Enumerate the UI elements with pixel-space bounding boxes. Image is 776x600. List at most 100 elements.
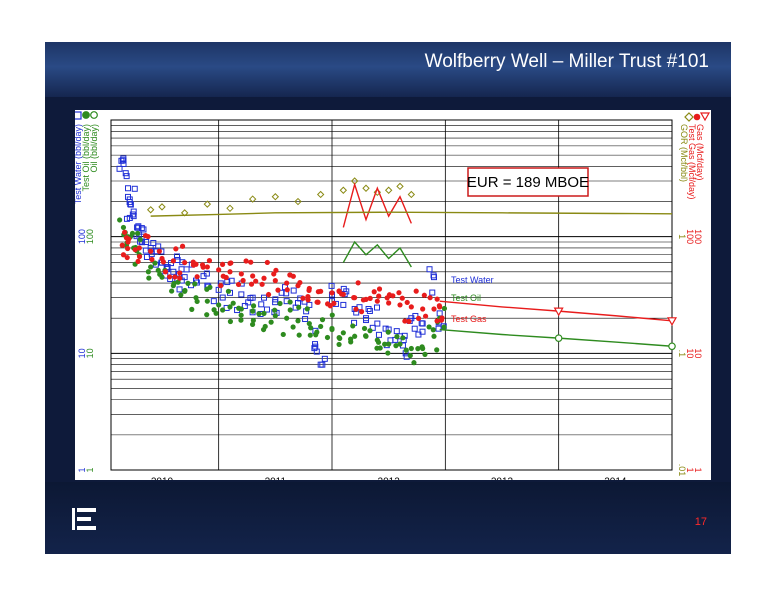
left-axis-title: Test Oil (bbl/day) (81, 124, 91, 192)
data-point (430, 272, 437, 279)
data-point (408, 304, 414, 310)
data-point (170, 258, 176, 264)
y-tick-label-right: .1 (677, 350, 687, 358)
data-point (177, 275, 183, 281)
data-point (418, 320, 425, 327)
data-point (351, 295, 357, 301)
data-point (296, 304, 302, 310)
data-point (384, 186, 393, 194)
data-point (248, 259, 254, 265)
y-tick-label-right: 10 (685, 348, 695, 358)
data-point (127, 201, 134, 208)
data-point (348, 336, 354, 342)
data-point (146, 206, 155, 214)
data-point (365, 305, 372, 312)
data-point (353, 306, 359, 312)
data-point (175, 279, 181, 285)
data-point (319, 361, 326, 368)
data-point (408, 345, 414, 352)
data-point (138, 225, 145, 232)
company-logo-icon (72, 508, 96, 530)
data-point (306, 287, 312, 293)
data-point (125, 245, 131, 252)
data-point (125, 185, 131, 192)
data-point (177, 270, 183, 276)
slide-header: Wolfberry Well – Miller Trust #101 (45, 42, 731, 97)
dot-icon (82, 111, 90, 119)
data-point (280, 331, 286, 338)
data-point (204, 312, 210, 318)
data-point (256, 311, 262, 317)
y-tick-label-right: .01 (677, 464, 687, 477)
y-tick-label-right: 100 (685, 229, 695, 244)
y-tick-label-right: 10 (693, 348, 703, 358)
data-point (238, 312, 244, 318)
data-point (396, 290, 402, 296)
y-tick-label-right: 1 (693, 467, 703, 472)
data-point (427, 295, 433, 301)
data-point (277, 300, 283, 307)
data-point (318, 323, 324, 330)
data-point (216, 267, 222, 273)
data-point (397, 302, 403, 308)
data-point (373, 304, 380, 311)
data-point (182, 287, 188, 294)
data-point (199, 262, 206, 268)
data-point (119, 157, 126, 164)
data-point (314, 299, 320, 305)
data-point (431, 306, 437, 312)
data-point (426, 266, 433, 273)
data-point (129, 230, 136, 237)
x-tick-label: 2014 (604, 476, 627, 480)
data-point (376, 293, 382, 299)
data-point (238, 317, 244, 323)
data-point (441, 324, 447, 330)
data-point (358, 309, 365, 315)
data-point (130, 208, 137, 215)
left-axis-title: Test Water (bbl/day) (75, 124, 83, 204)
data-point (435, 325, 442, 332)
series-marker (666, 317, 678, 327)
data-point (263, 306, 270, 313)
y-tick-label-right: 1 (685, 467, 695, 472)
data-point (434, 347, 440, 353)
data-point (206, 258, 213, 264)
data-point (407, 190, 416, 199)
data-point (225, 288, 232, 294)
data-point (426, 324, 432, 330)
data-point (369, 324, 376, 331)
data-point (220, 307, 226, 313)
square-icon (75, 111, 82, 120)
data-point (385, 350, 391, 356)
data-point (399, 295, 405, 301)
data-point (204, 264, 210, 270)
series-marker (553, 307, 564, 317)
data-point (227, 318, 234, 325)
data-point (290, 287, 297, 294)
data-point (272, 299, 279, 306)
data-point (374, 320, 381, 327)
data-point (396, 182, 404, 191)
data-point (421, 292, 427, 298)
eur-annotation-box (467, 167, 589, 197)
data-point (407, 352, 413, 359)
data-point (190, 262, 197, 268)
data-point (300, 295, 306, 301)
data-point (261, 294, 267, 301)
data-point (136, 245, 142, 251)
data-point (314, 329, 320, 335)
diamond-icon (684, 112, 694, 122)
x-tick-label: 2013 (491, 476, 514, 480)
data-point (422, 313, 429, 319)
data-point (434, 296, 440, 302)
data-point (166, 274, 173, 280)
data-point (116, 165, 123, 172)
data-point (402, 318, 408, 324)
data-point (355, 280, 361, 286)
data-point (120, 252, 127, 258)
data-point (336, 288, 342, 294)
left-axis-title: Oil (bbl/day) (89, 124, 99, 173)
data-point (261, 310, 267, 316)
data-point (149, 256, 155, 263)
data-point (362, 333, 369, 339)
